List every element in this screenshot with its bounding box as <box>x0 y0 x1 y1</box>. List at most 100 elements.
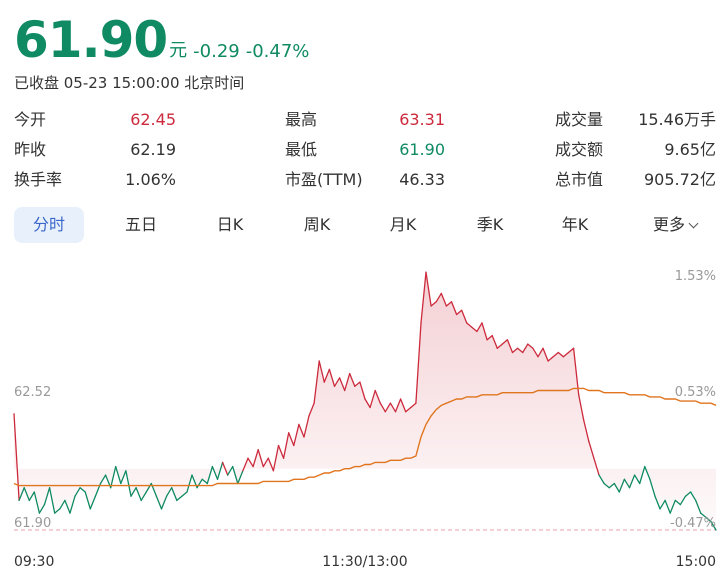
price-line-segment <box>247 457 254 468</box>
price-line-segment <box>33 491 41 514</box>
price-line-segment <box>140 491 147 502</box>
price-line-segment <box>430 301 437 307</box>
price-line-segment <box>379 402 386 413</box>
price-line-segment <box>664 499 671 514</box>
stat-open: 今开 62.45 <box>14 108 176 132</box>
price-line-segment <box>684 491 692 497</box>
price-line-segment <box>639 465 646 485</box>
price-line-segment <box>59 499 66 510</box>
price-line-segment <box>221 461 229 476</box>
price-line-segment <box>389 402 397 413</box>
tab-daily-k[interactable]: 日K <box>216 215 244 234</box>
price-line-segment <box>267 457 275 472</box>
intraday-chart[interactable]: 62.52 61.90 1.53% 0.53% -0.47% 09:30 11:30/13… <box>0 250 727 577</box>
tab-intraday[interactable]: 分时 <box>14 207 84 243</box>
price-line-segment <box>257 449 264 468</box>
y-axis-label: 62.52 <box>14 385 51 400</box>
price-line-segment <box>506 339 514 354</box>
price-line-segment <box>491 334 498 349</box>
price-line-segment <box>272 444 280 472</box>
tab-quarterly-k[interactable]: 季K <box>476 215 504 234</box>
price-line-segment <box>450 301 458 316</box>
price-line-segment <box>110 465 117 489</box>
stat-value: 62.45 <box>130 110 176 129</box>
price-line-segment <box>155 495 163 510</box>
price-line-segment <box>23 487 30 502</box>
price-line-segment <box>608 482 615 489</box>
price-line-segment <box>567 347 575 354</box>
price-line-segment <box>18 487 25 502</box>
stat-pe-ttm: 市盈(TTM) 46.33 <box>285 168 445 192</box>
stat-volume: 成交量 15.46万手 <box>555 108 716 132</box>
y-axis-pct-label: 1.53% <box>675 269 716 284</box>
price-line-segment <box>84 491 91 510</box>
price-line-segment <box>588 440 595 459</box>
price-line-segment <box>328 368 336 387</box>
price-line-segment <box>445 301 453 307</box>
stat-label: 成交额 <box>555 140 604 159</box>
price-line-segment <box>79 487 86 493</box>
price-line-segment <box>293 423 300 447</box>
price-line-segment <box>262 457 269 468</box>
stat-market-cap: 总市值 905.72亿 <box>555 168 716 192</box>
stat-label: 市盈(TTM) <box>285 170 363 189</box>
price-line-segment <box>160 495 168 510</box>
current-price: 61.90 <box>14 11 168 69</box>
price-line-segment <box>338 377 346 392</box>
x-axis-time-label: 11:30/13:00 <box>322 554 407 570</box>
price-line-segment <box>522 343 529 354</box>
price-line-segment <box>252 449 259 468</box>
price-line-segment <box>420 271 427 324</box>
price-line-segment <box>527 343 534 349</box>
stat-label: 今开 <box>14 110 47 129</box>
price-line-segment <box>201 478 208 485</box>
price-line-segment <box>69 495 76 514</box>
price-line-segment <box>649 478 656 497</box>
price-line-segment <box>308 402 315 417</box>
price-line-segment <box>552 351 559 358</box>
price-line-segment <box>593 457 600 476</box>
price-line-segment <box>700 512 707 518</box>
price-line-segment <box>654 495 661 510</box>
price-line-segment <box>516 347 524 354</box>
price-line-segment <box>689 491 697 502</box>
tab-weekly-k[interactable]: 周K <box>303 215 331 234</box>
price-line-segment <box>415 322 422 404</box>
price-line-segment <box>618 478 626 493</box>
price-line-segment <box>277 444 285 459</box>
tab-monthly-k[interactable]: 月K <box>389 215 417 234</box>
price-line-segment <box>496 343 503 349</box>
stat-value: 61.90 <box>399 140 445 159</box>
price-line-segment <box>176 495 183 502</box>
price-line <box>13 271 717 531</box>
stat-value: 1.06% <box>125 170 176 189</box>
price-line-segment <box>99 474 107 485</box>
tab-five-day[interactable]: 五日 <box>124 215 157 234</box>
price-line-segment <box>206 465 214 485</box>
y-axis-label: 61.90 <box>14 516 51 531</box>
price-line-segment <box>354 381 361 387</box>
price-line-segment <box>674 499 682 506</box>
stat-value: 62.19 <box>130 140 176 159</box>
price-line-segment <box>394 398 402 413</box>
price-line-segment <box>705 516 712 523</box>
price-line-segment <box>216 461 224 480</box>
price-line-segment <box>511 347 519 354</box>
x-axis-labels: 09:30 11:30/13:00 15:00 <box>14 554 716 570</box>
price-change: -0.29 <box>193 41 240 62</box>
price-line-segment <box>227 465 234 476</box>
price-line-segment <box>303 415 310 438</box>
stat-value: 9.65亿 <box>664 140 716 159</box>
price-line-segment <box>435 292 442 303</box>
price-line-segment <box>369 389 376 409</box>
price-line-segment <box>466 322 473 328</box>
tab-yearly-k[interactable]: 年K <box>561 215 589 234</box>
price-line-segment <box>54 508 61 514</box>
price-line-segment <box>48 487 56 514</box>
y-axis-pct-label: -0.47% <box>670 516 716 531</box>
price-line-segment <box>344 372 351 392</box>
price-line-segment <box>43 487 51 506</box>
currency-unit: 元 <box>169 40 188 61</box>
price-line-segment <box>578 394 585 421</box>
tab-more[interactable]: 更多 <box>634 207 716 243</box>
